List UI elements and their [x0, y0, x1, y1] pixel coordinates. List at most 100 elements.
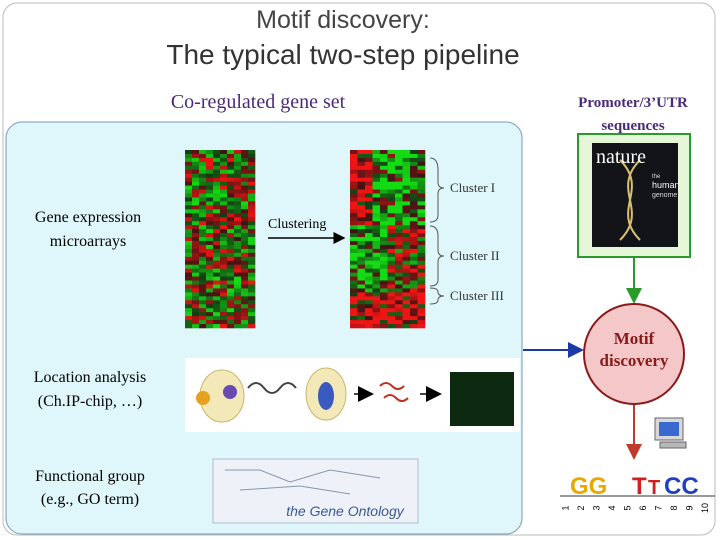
source-label: (Ch.IP-chip, …): [38, 393, 142, 410]
heatmap-cell: [357, 205, 366, 210]
heatmap-cell: [199, 201, 207, 206]
heatmap-cell: [417, 288, 426, 293]
heatmap-cell: [380, 324, 388, 329]
heatmap-cell: [199, 209, 207, 214]
heatmap-cell: [199, 165, 207, 171]
heatmap-cell: [220, 221, 228, 226]
heatmap-cell: [350, 217, 358, 222]
heatmap-cell: [206, 165, 214, 171]
logo-position: 10: [700, 503, 710, 513]
heatmap-cell: [395, 260, 403, 266]
heatmap-cell: [417, 316, 426, 321]
heatmap-cell: [241, 320, 249, 325]
heatmap-cell: [365, 252, 373, 258]
fragments: [379, 382, 409, 402]
heatmap-cell: [357, 237, 366, 242]
heatmap-cell: [213, 169, 221, 175]
heatmap-cell: [410, 248, 418, 254]
heatmap-cell: [241, 177, 249, 182]
heatmap-cell: [241, 280, 249, 285]
heatmap-cell: [220, 308, 228, 313]
heatmap-cell: [380, 197, 388, 202]
heatmap-cell: [357, 260, 366, 266]
cluster-label: Cluster I: [450, 180, 495, 195]
heatmap-cell: [248, 264, 256, 269]
right-panel-title: sequences: [601, 118, 664, 134]
heatmap-cell: [227, 181, 235, 186]
heatmap-cell: [387, 276, 396, 281]
heatmap-cell: [395, 252, 403, 258]
heatmap-cell: [402, 157, 411, 163]
heatmap-cell: [417, 272, 426, 277]
heatmap-cell: [410, 288, 418, 293]
heatmap-cell: [410, 181, 418, 186]
heatmap-cell: [220, 268, 228, 273]
heatmap-cell: [213, 201, 221, 206]
heatmap-cell: [213, 185, 221, 190]
heatmap-cell: [395, 201, 403, 206]
heatmap-cell: [372, 169, 381, 175]
heatmap-cell: [417, 217, 426, 222]
heatmap-cell: [248, 284, 256, 289]
heatmap-cell: [402, 256, 411, 262]
heatmap-cell: [192, 324, 200, 329]
heatmap-cell: [402, 209, 411, 214]
heatmap-cell: [220, 165, 228, 171]
heatmap-cell: [206, 213, 214, 218]
heatmap-cell: [206, 181, 214, 186]
heatmap-cell: [241, 221, 249, 226]
heatmap-cell: [402, 173, 411, 178]
heatmap-cell: [192, 300, 200, 305]
heatmap-cell: [357, 284, 366, 289]
heatmap-cell: [248, 316, 256, 321]
heatmap-cell: [380, 225, 388, 230]
heatmap-cell: [227, 221, 235, 226]
heatmap-cell: [387, 201, 396, 206]
heatmap-cell: [248, 169, 256, 175]
heatmap-cell: [185, 264, 193, 269]
heatmap-cell: [417, 260, 426, 266]
heatmap-cell: [410, 296, 418, 301]
heatmap-cell: [417, 276, 426, 281]
heatmap-cell: [185, 280, 193, 285]
protein: [318, 382, 334, 410]
heatmap-cell: [395, 150, 403, 155]
heatmap-cell: [410, 252, 418, 258]
heatmap-cell: [395, 205, 403, 210]
heatmap-cell: [402, 177, 411, 182]
heatmap-cell: [350, 268, 358, 273]
heatmap-cell: [380, 248, 388, 254]
heatmap-cell: [372, 161, 381, 167]
heatmap-cell: [213, 284, 221, 289]
heatmap-cell: [199, 312, 207, 317]
heatmap-cell: [206, 185, 214, 190]
heatmap-cell: [206, 157, 214, 163]
heatmap-cell: [206, 296, 214, 301]
heatmap-cell: [213, 189, 221, 194]
node-label: discovery: [600, 351, 669, 370]
heatmap-cell: [185, 157, 193, 163]
heatmap-cell: [402, 280, 411, 285]
heatmap-cell: [227, 308, 235, 313]
heatmap-cell: [402, 300, 411, 305]
heatmap-cell: [387, 237, 396, 242]
heatmap-cell: [365, 280, 373, 285]
heatmap-cell: [410, 280, 418, 285]
heatmap-cell: [234, 260, 242, 266]
heatmap-cell: [234, 201, 242, 206]
dna: [247, 382, 297, 394]
heatmap-cell: [199, 169, 207, 175]
heatmap-cell: [372, 150, 381, 155]
heatmap-cell: [410, 312, 418, 317]
heatmap-cell: [192, 157, 200, 163]
heatmap-cell: [185, 233, 193, 238]
heatmap-cell: [220, 272, 228, 277]
heatmap-cell: [372, 153, 381, 159]
heatmap-cell: [410, 240, 418, 246]
heatmap-cell: [380, 252, 388, 258]
heatmap-cell: [234, 304, 242, 309]
heatmap-cell: [192, 296, 200, 301]
heatmap-cell: [227, 272, 235, 277]
journal-cover: [592, 143, 678, 247]
heatmap-cell: [350, 324, 358, 329]
